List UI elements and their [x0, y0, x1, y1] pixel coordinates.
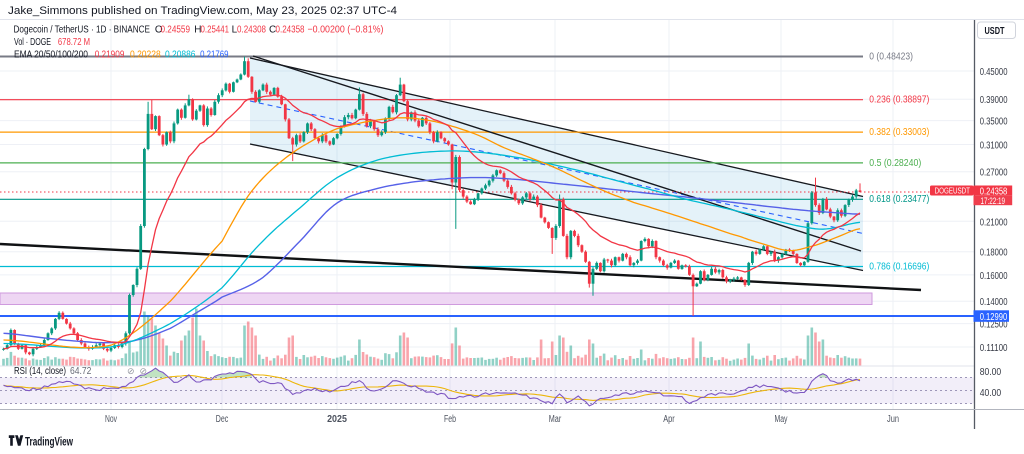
svg-text:0.12500: 0.12500 [980, 320, 1008, 331]
svg-text:0.618 (0.23477): 0.618 (0.23477) [869, 194, 929, 205]
svg-text:Feb: Feb [444, 414, 456, 425]
svg-text:0.45000: 0.45000 [980, 67, 1008, 78]
svg-text:17:22:19: 17:22:19 [981, 196, 1006, 206]
svg-text:Jake_Simmons published on Trad: Jake_Simmons published on TradingView.co… [8, 5, 397, 17]
svg-text:0.39000: 0.39000 [980, 95, 1008, 106]
svg-text:Apr: Apr [663, 414, 675, 425]
svg-text:RSI (14, close): RSI (14, close) [14, 366, 66, 377]
svg-text:678.72 M: 678.72 M [58, 37, 90, 48]
svg-text:0.24308: 0.24308 [237, 25, 266, 36]
svg-text:0.12990: 0.12990 [980, 312, 1008, 323]
svg-text:0.31000: 0.31000 [980, 141, 1008, 152]
svg-text:0.20228: 0.20228 [130, 49, 161, 60]
svg-text:0.24358: 0.24358 [276, 25, 305, 36]
svg-text:0.21769: 0.21769 [200, 49, 229, 60]
svg-text:H: H [194, 25, 201, 36]
svg-text:0.382 (0.33003): 0.382 (0.33003) [869, 127, 929, 138]
svg-text:0.21909: 0.21909 [95, 49, 125, 60]
svg-text:0.21000: 0.21000 [980, 217, 1008, 228]
svg-text:Jun: Jun [887, 414, 899, 425]
svg-text:40.00: 40.00 [980, 388, 1002, 399]
svg-text:0.236 (0.38897): 0.236 (0.38897) [869, 95, 929, 106]
svg-text:L: L [232, 25, 238, 36]
svg-text:Nov: Nov [105, 414, 117, 425]
svg-text:0.20886: 0.20886 [165, 49, 196, 60]
svg-text:Dec: Dec [216, 414, 229, 425]
svg-text:TradingView: TradingView [25, 436, 73, 448]
svg-text:64.72: 64.72 [70, 366, 92, 377]
svg-text:C: C [269, 25, 276, 36]
svg-text:Mar: Mar [549, 414, 562, 425]
svg-text:EMA 20/50/100/200: EMA 20/50/100/200 [14, 49, 88, 60]
svg-text:0.27000: 0.27000 [980, 168, 1008, 179]
svg-text:USDT: USDT [985, 26, 1005, 37]
svg-text:0.11100: 0.11100 [980, 343, 1008, 354]
svg-text:O: O [155, 25, 163, 36]
svg-text:May: May [775, 414, 788, 425]
svg-text:DOGEUSDT: DOGEUSDT [935, 186, 970, 196]
svg-text:0.14000: 0.14000 [980, 297, 1008, 308]
svg-text:0.5 (0.28240): 0.5 (0.28240) [869, 158, 921, 169]
svg-text:0.16000: 0.16000 [980, 271, 1008, 282]
svg-text:Vol · DOGE: Vol · DOGE [14, 37, 51, 48]
svg-text:80.00: 80.00 [980, 367, 1002, 378]
svg-text:−0.00200 (−0.81%): −0.00200 (−0.81%) [308, 25, 384, 36]
svg-text:0.35000: 0.35000 [980, 117, 1008, 128]
svg-text:2025: 2025 [327, 414, 347, 425]
svg-text:0.18000: 0.18000 [980, 248, 1008, 259]
svg-text:0.25441: 0.25441 [201, 25, 230, 36]
svg-text:0.786 (0.16696): 0.786 (0.16696) [869, 261, 929, 272]
svg-text:0 (0.48423): 0 (0.48423) [869, 51, 913, 62]
svg-text:0.24358: 0.24358 [980, 187, 1008, 198]
svg-text:⊘ ⊘: ⊘ ⊘ [127, 366, 147, 376]
svg-text:Dogecoin / TetherUS · 1D · BIN: Dogecoin / TetherUS · 1D · BINANCE [14, 25, 151, 36]
svg-text:0.24559: 0.24559 [161, 25, 191, 36]
